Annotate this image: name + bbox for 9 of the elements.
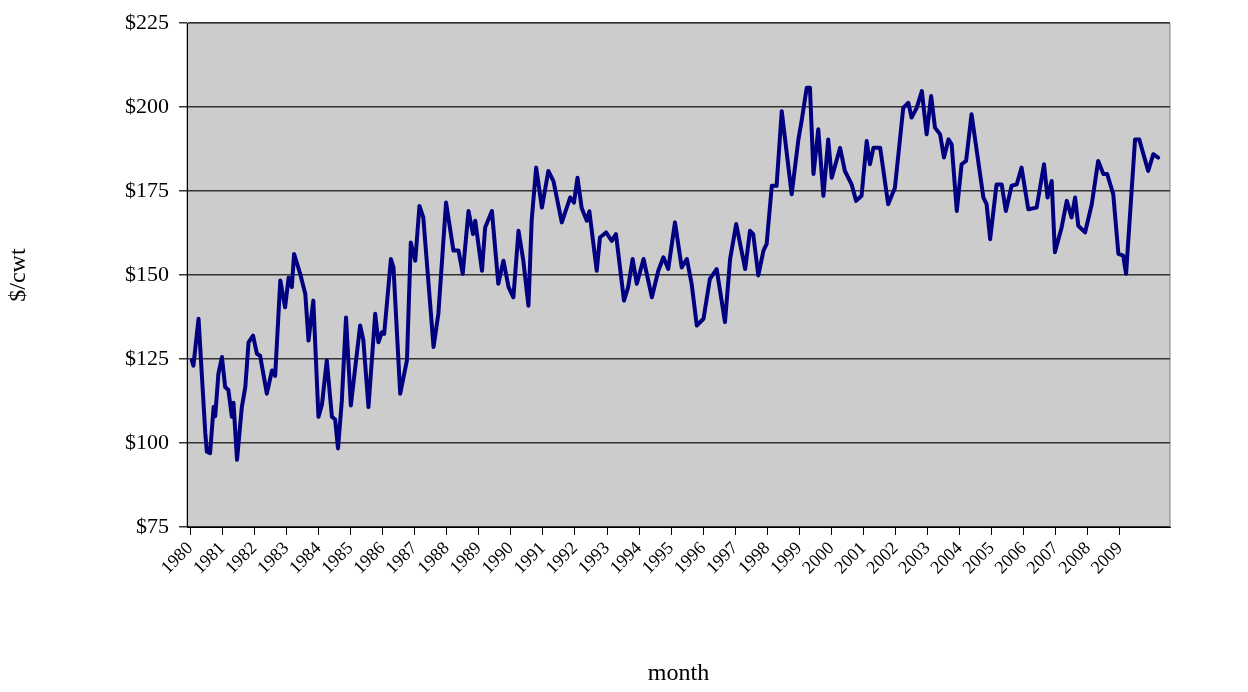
x-axis-title: month	[647, 658, 710, 685]
y-tick-label: $150	[125, 260, 169, 286]
y-tick-label: $200	[125, 92, 169, 118]
y-tick-label: $225	[125, 8, 169, 34]
y-tick-label: $175	[125, 176, 169, 202]
y-tick-label: $75	[136, 512, 169, 538]
y-tick-label: $125	[125, 344, 169, 370]
y-axis-title: $/cwt	[3, 248, 30, 302]
y-tick-label: $100	[125, 428, 169, 454]
